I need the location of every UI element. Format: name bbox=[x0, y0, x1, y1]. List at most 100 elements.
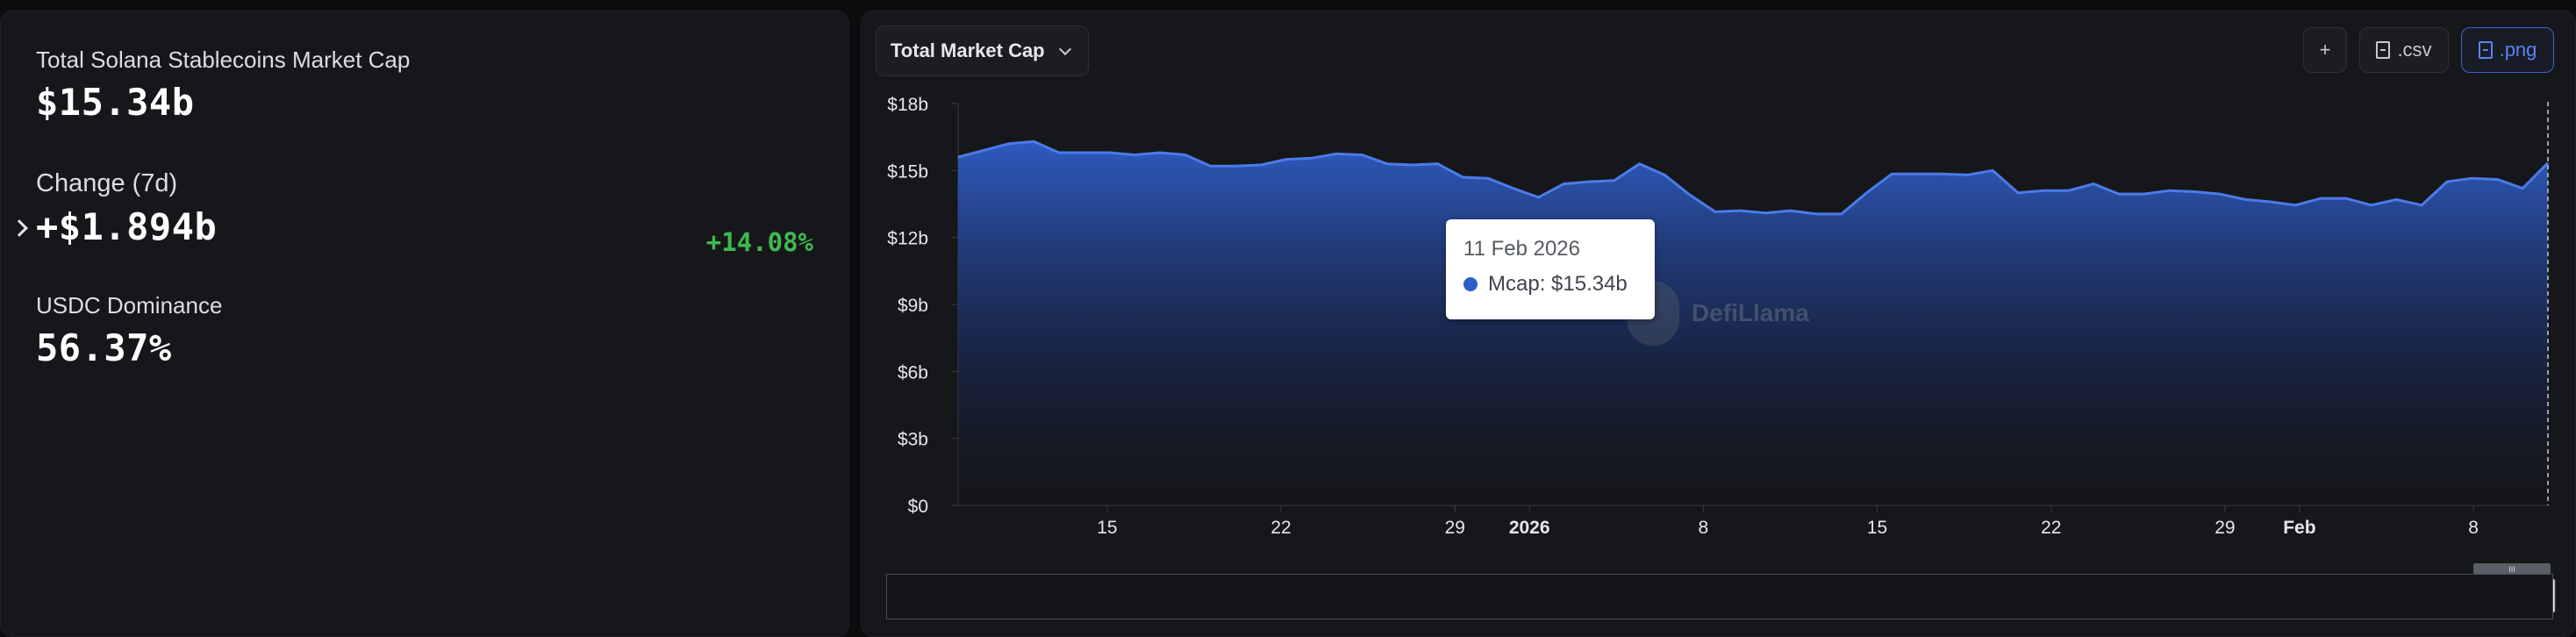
data-point bbox=[1916, 173, 1918, 175]
dominance-value: 56.37% bbox=[36, 326, 172, 369]
data-point bbox=[1084, 152, 1085, 154]
data-point bbox=[1184, 154, 1186, 155]
data-point bbox=[2168, 190, 2170, 191]
data-point bbox=[2143, 193, 2145, 195]
add-button[interactable]: + bbox=[2303, 27, 2347, 73]
x-tick-label: 22 bbox=[2041, 518, 2061, 538]
total-mcap-label: Total Solana Stablecoins Market Cap bbox=[36, 47, 411, 73]
data-point bbox=[2244, 198, 2246, 200]
watermark-text: DefiLlama bbox=[1692, 299, 1809, 326]
data-point bbox=[2294, 204, 2296, 206]
data-point bbox=[1260, 164, 1262, 166]
data-point bbox=[1739, 210, 1741, 211]
range-navigator[interactable] bbox=[886, 574, 2553, 619]
data-point bbox=[2093, 183, 2094, 184]
data-point bbox=[1891, 173, 1893, 175]
data-point bbox=[1614, 180, 1615, 182]
change-label: Change (7d) bbox=[36, 169, 178, 197]
data-point bbox=[1513, 187, 1514, 189]
x-tick-label: 8 bbox=[2468, 518, 2479, 538]
csv-button[interactable]: .csv bbox=[2359, 27, 2449, 73]
data-point bbox=[1058, 152, 1060, 154]
plot-area bbox=[957, 102, 2550, 506]
data-point bbox=[1310, 157, 1312, 159]
data-point bbox=[1108, 152, 1110, 154]
x-tick-label: 29 bbox=[1445, 518, 1465, 538]
y-tick-label: $18b bbox=[887, 95, 928, 115]
data-point bbox=[2017, 192, 2019, 194]
data-point bbox=[2320, 197, 2322, 199]
data-point bbox=[1487, 177, 1489, 179]
x-axis: 15 22 29 2026 8 15 22 29 Feb 8 bbox=[958, 505, 2548, 538]
data-point bbox=[2472, 177, 2473, 179]
data-point bbox=[1588, 181, 1590, 183]
data-point bbox=[2421, 204, 2422, 206]
x-tick-label: 15 bbox=[1097, 518, 1117, 538]
data-point bbox=[1790, 210, 1792, 211]
data-point bbox=[2067, 190, 2069, 191]
series-line bbox=[957, 140, 2550, 216]
data-point bbox=[1462, 176, 1463, 178]
stats-panel: Total Solana Stablecoins Market Cap $15.… bbox=[0, 11, 849, 637]
y-tick-label: $15b bbox=[887, 161, 928, 182]
data-point bbox=[2043, 190, 2044, 191]
data-point bbox=[1664, 174, 1665, 175]
data-point bbox=[1764, 211, 1766, 213]
data-point bbox=[1335, 153, 1337, 154]
change-value: +$1.894b bbox=[36, 205, 218, 248]
dominance-label: USDC Dominance bbox=[36, 292, 223, 318]
data-point bbox=[2370, 204, 2372, 206]
y-tick-label: $9b bbox=[898, 296, 928, 316]
data-point bbox=[957, 156, 959, 158]
data-point bbox=[1436, 163, 1438, 165]
y-tick-label: $3b bbox=[898, 430, 928, 450]
data-point bbox=[1234, 165, 1236, 167]
metric-select[interactable]: Total Market Cap bbox=[876, 25, 1089, 76]
data-point bbox=[1033, 140, 1034, 142]
data-point bbox=[1007, 143, 1009, 145]
image-file-icon bbox=[2478, 41, 2493, 59]
change-percent: +14.08% bbox=[705, 227, 813, 257]
data-point bbox=[2193, 190, 2195, 192]
data-point bbox=[2345, 197, 2347, 199]
data-point bbox=[1942, 173, 1943, 175]
data-point bbox=[2269, 201, 2271, 203]
data-point bbox=[1361, 154, 1363, 155]
data-point bbox=[1563, 183, 1564, 184]
data-point bbox=[1992, 169, 1993, 171]
y-tick-label: $12b bbox=[887, 229, 928, 249]
data-point bbox=[2496, 178, 2498, 180]
data-point bbox=[1412, 164, 1413, 166]
data-point bbox=[1815, 213, 1817, 215]
chart-tooltip: 11 Feb 2026 Mcap: $15.34b bbox=[1446, 219, 1655, 319]
y-tick-label: $6b bbox=[898, 362, 928, 383]
png-button-label: .png bbox=[2499, 39, 2537, 61]
data-point bbox=[1159, 152, 1161, 154]
data-point bbox=[2219, 193, 2221, 195]
navigator-scrollbar[interactable] bbox=[2473, 563, 2551, 574]
metric-select-label: Total Market Cap bbox=[891, 39, 1045, 61]
tooltip-series-row: Mcap: $15.34b bbox=[1463, 272, 1655, 297]
change-stat[interactable]: Change (7d) +$1.894b bbox=[36, 169, 217, 248]
series-dot-icon bbox=[1463, 277, 1478, 291]
csv-button-label: .csv bbox=[2397, 39, 2432, 61]
data-point bbox=[2522, 187, 2523, 189]
x-tick-label: 22 bbox=[1270, 518, 1291, 538]
y-tick-label: $0 bbox=[908, 497, 928, 517]
data-point bbox=[2395, 198, 2397, 200]
tooltip-series-value: Mcap: $15.34b bbox=[1488, 272, 1628, 296]
png-button[interactable]: .png bbox=[2461, 27, 2554, 73]
add-button-label: + bbox=[2319, 39, 2331, 61]
y-axis: $0 $3b $6b $9b $12b $15b $18b bbox=[887, 95, 959, 517]
data-point bbox=[1386, 163, 1388, 165]
x-tick-label: 2026 bbox=[1509, 518, 1550, 538]
data-point bbox=[1840, 213, 1842, 215]
total-mcap-value: $15.34b bbox=[36, 81, 195, 124]
scrollbar-grip-icon: III bbox=[2508, 565, 2515, 574]
tooltip-date: 11 Feb 2026 bbox=[1463, 237, 1580, 261]
data-point bbox=[1689, 194, 1691, 196]
file-download-icon bbox=[2376, 41, 2391, 59]
data-point bbox=[1209, 165, 1211, 167]
x-tick-label: 8 bbox=[1699, 518, 1709, 538]
